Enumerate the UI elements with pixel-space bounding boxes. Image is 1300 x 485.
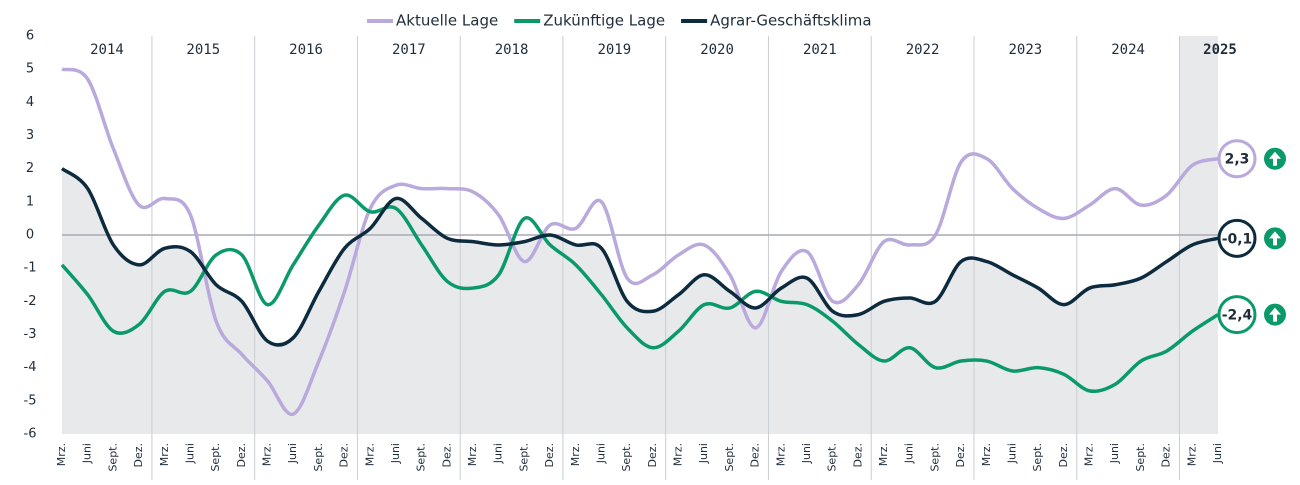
legend-label: Aktuelle Lage [396, 12, 498, 30]
x-tick-label: Dez. [338, 443, 351, 468]
x-tick-label: Mrz. [877, 443, 890, 466]
x-tick-label: Mrz. [1083, 443, 1096, 466]
x-tick-label: Mrz. [672, 443, 685, 466]
x-tick-label: Juni [1108, 443, 1121, 464]
y-tick-label: -5 [24, 393, 37, 408]
x-tick-label: Juni [492, 443, 505, 464]
y-tick-label: 5 [26, 62, 34, 77]
x-tick-label: Sept. [620, 443, 633, 472]
end-label: 2,3 [1225, 152, 1250, 168]
x-tick-label: Mrz. [158, 443, 171, 466]
year-label: 2014 [90, 42, 124, 58]
x-tick-label: Juni [697, 443, 710, 464]
year-label: 2016 [289, 42, 323, 58]
x-tick-label: Juni [594, 443, 607, 464]
x-tick-label: Sept. [209, 443, 222, 472]
x-tick-label: Dez. [851, 443, 864, 468]
x-tick-label: Juni [800, 443, 813, 464]
x-tick-label: Dez. [235, 443, 248, 468]
year-label: 2024 [1111, 42, 1145, 58]
y-tick-label: -1 [24, 261, 37, 276]
x-tick-label: Sept. [415, 443, 428, 472]
x-tick-label: Mrz. [261, 443, 274, 466]
line [61, 67, 1219, 416]
line [60, 193, 1219, 394]
end-marker [1217, 218, 1257, 258]
end-marker [1217, 295, 1257, 335]
y-tick-label: -2 [24, 294, 37, 309]
x-tick-label: Mrz. [774, 443, 787, 466]
x-tick-label: Mrz. [363, 443, 376, 466]
x-tick-label: Sept. [312, 443, 325, 472]
x-tick-label: Mrz. [55, 443, 68, 466]
y-tick-label: -6 [24, 427, 37, 442]
legend-label: Agrar-Geschäftsklima [710, 12, 871, 30]
x-tick-label: Sept. [723, 443, 736, 472]
x-tick-label: Mrz. [466, 443, 479, 466]
arrow-glyph [1269, 307, 1281, 322]
year-label: 2020 [700, 42, 734, 58]
y-tick-label: 2 [26, 161, 34, 176]
end-label: -0,1 [1222, 231, 1253, 247]
x-tick-label: Dez. [954, 443, 967, 468]
year-label: 2022 [906, 42, 940, 58]
x-tick-label: Dez. [749, 443, 762, 468]
x-tick-label: Juni [81, 443, 94, 464]
year-label: 2023 [1008, 42, 1042, 58]
x-tick-label: Dez. [1160, 443, 1173, 468]
year-label: 2018 [495, 42, 529, 58]
x-tick-label: Dez. [132, 443, 145, 468]
arrow-glyph [1269, 231, 1281, 246]
x-tick-label: Dez. [440, 443, 453, 468]
year-label: 2017 [392, 42, 426, 58]
y-tick-label: 4 [26, 95, 34, 110]
x-tick-label: Juni [903, 443, 916, 464]
x-tick-label: Sept. [826, 443, 839, 472]
year-label: 2025 [1203, 42, 1237, 58]
x-tick-label: Dez. [646, 443, 659, 468]
y-tick-label: 0 [26, 228, 34, 243]
x-tick-label: Sept. [928, 443, 941, 472]
x-tick-label: Mrz. [1185, 443, 1198, 466]
end-marker [1217, 139, 1257, 179]
x-tick-label: Juni [1211, 443, 1224, 464]
x-tick-label: Juni [389, 443, 402, 464]
arrow-glyph [1269, 151, 1281, 166]
end-label: -2,4 [1222, 308, 1253, 324]
x-tick-label: Mrz. [569, 443, 582, 466]
x-tick-label: Juni [286, 443, 299, 464]
y-tick-label: 6 [26, 29, 34, 44]
x-tick-label: Sept. [1134, 443, 1147, 472]
y-tick-label: -4 [24, 360, 37, 375]
x-tick-label: Dez. [543, 443, 556, 468]
line [60, 167, 1219, 347]
y-tick-label: 3 [26, 128, 34, 143]
year-label: 2021 [803, 42, 837, 58]
y-tick-label: -3 [24, 327, 37, 342]
legend-label: Zukünftige Lage [543, 12, 665, 30]
x-tick-label: Sept. [1031, 443, 1044, 472]
x-tick-label: Juni [183, 443, 196, 464]
y-tick-label: 1 [26, 194, 34, 209]
x-tick-label: Sept. [517, 443, 530, 472]
area-fill [62, 168, 1218, 434]
year-label: 2015 [186, 42, 220, 58]
x-tick-label: Sept. [106, 443, 119, 472]
x-tick-label: Dez. [1057, 443, 1070, 468]
x-tick-label: Mrz. [980, 443, 993, 466]
year-label: 2019 [597, 42, 631, 58]
x-tick-label: Juni [1005, 443, 1018, 464]
